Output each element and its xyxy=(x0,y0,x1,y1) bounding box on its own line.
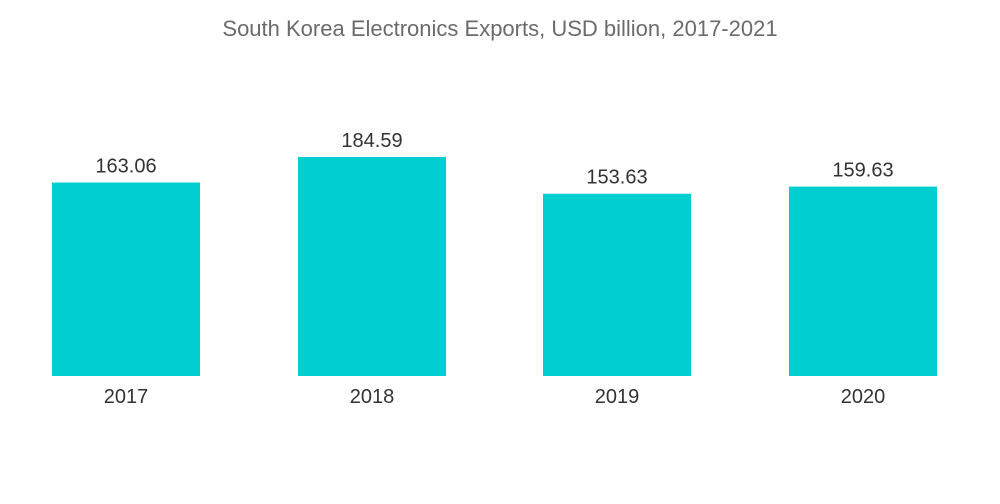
x-tick-label-2017: 2017 xyxy=(104,386,149,408)
bar-2017 xyxy=(52,182,200,376)
bars-layer xyxy=(52,157,937,376)
value-label-2017: 163.06 xyxy=(95,156,156,178)
value-label-2018: 184.59 xyxy=(341,130,402,152)
x-tick-label-2019: 2019 xyxy=(595,386,640,408)
x-tick-label-2018: 2018 xyxy=(350,386,395,408)
bar-2020 xyxy=(789,186,937,376)
value-label-2019: 153.63 xyxy=(586,167,647,189)
tick-labels-layer: 2017 2018 2019 2020 xyxy=(104,386,886,408)
value-label-2020: 159.63 xyxy=(832,160,893,182)
bar-2019 xyxy=(543,193,691,376)
bar-2018 xyxy=(298,157,446,376)
x-tick-label-2020: 2020 xyxy=(841,386,886,408)
value-labels-layer: 163.06 184.59 153.63 159.63 xyxy=(95,130,893,189)
chart-title: South Korea Electronics Exports, USD bil… xyxy=(222,16,778,41)
